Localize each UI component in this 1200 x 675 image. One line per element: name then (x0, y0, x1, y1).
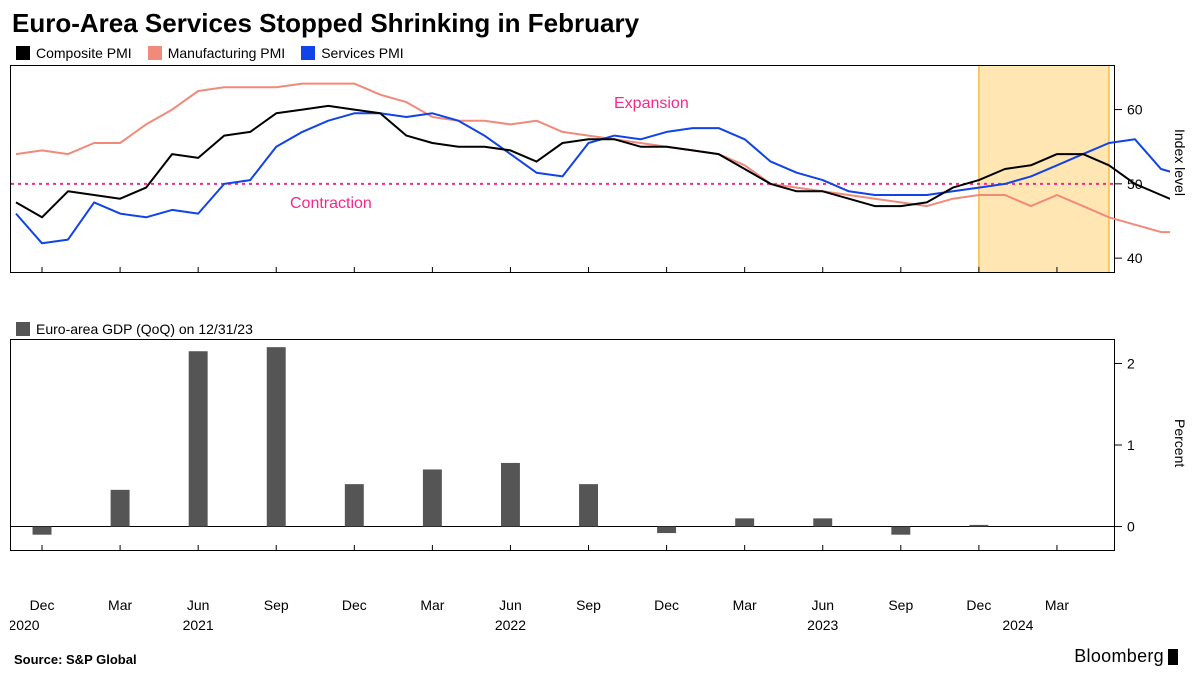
legend-top: Composite PMI Manufacturing PMI Services P… (10, 45, 1182, 61)
legend-item: Services PMI (301, 45, 403, 61)
svg-text:Jun: Jun (187, 597, 210, 613)
svg-text:Jun: Jun (811, 597, 834, 613)
x-axis: Dec Mar Jun Sep Dec Mar Jun Sep Dec Mar Jun Sep Dec M… (10, 594, 1182, 640)
svg-text:Mar: Mar (1045, 597, 1069, 613)
svg-bottom: 0 1 2 (10, 339, 1170, 551)
chart-title: Euro-Area Services Stopped Shrinking in … (10, 8, 1182, 39)
ylabel-top: Index level (1172, 129, 1188, 196)
svg-text:Sep: Sep (888, 597, 913, 613)
svg-text:2024: 2024 (1002, 617, 1033, 633)
svg-text:Jun: Jun (499, 597, 522, 613)
svg-top: 405060 (10, 65, 1170, 273)
svg-text:2020: 2020 (10, 617, 40, 633)
bottom-chart: 012 Percent (10, 339, 1182, 595)
svg-text:Sep: Sep (264, 597, 289, 613)
svg-text:60: 60 (1127, 102, 1143, 118)
svg-text:1: 1 (1127, 437, 1135, 453)
svg-text:2: 2 (1127, 355, 1135, 371)
svg-text:2021: 2021 (183, 617, 214, 633)
svg-text:2023: 2023 (807, 617, 838, 633)
brand: Bloomberg (1074, 646, 1178, 667)
svg-xaxis: Dec Mar Jun Sep Dec Mar Jun Sep Dec Mar Jun Sep Dec M… (10, 594, 1170, 638)
svg-text:Sep: Sep (576, 597, 601, 613)
top-chart: 405060 Expansion Contraction Index level (10, 65, 1182, 321)
svg-text:0: 0 (1127, 518, 1135, 534)
svg-text:Mar: Mar (108, 597, 132, 613)
legend-item: Composite PMI (16, 45, 132, 61)
legend-item: Manufacturing PMI (148, 45, 286, 61)
svg-text:Dec: Dec (342, 597, 367, 613)
svg-text:Dec: Dec (654, 597, 679, 613)
svg-text:Mar: Mar (733, 597, 757, 613)
svg-text:Mar: Mar (420, 597, 444, 613)
ylabel-bottom: Percent (1172, 419, 1188, 467)
svg-text:2022: 2022 (495, 617, 526, 633)
brand-text: Bloomberg (1074, 646, 1164, 667)
brand-icon (1168, 649, 1178, 665)
svg-text:Dec: Dec (966, 597, 991, 613)
footer: Source: S&P Global Bloomberg (10, 646, 1182, 667)
legend-bottom: Euro-area GDP (QoQ) on 12/31/23 (10, 321, 1182, 337)
legend-item: Euro-area GDP (QoQ) on 12/31/23 (16, 321, 253, 337)
svg-text:Dec: Dec (30, 597, 55, 613)
source-text: Source: S&P Global (14, 652, 137, 667)
chart-container: Euro-Area Services Stopped Shrinking in … (0, 0, 1200, 675)
svg-text:40: 40 (1127, 250, 1143, 266)
